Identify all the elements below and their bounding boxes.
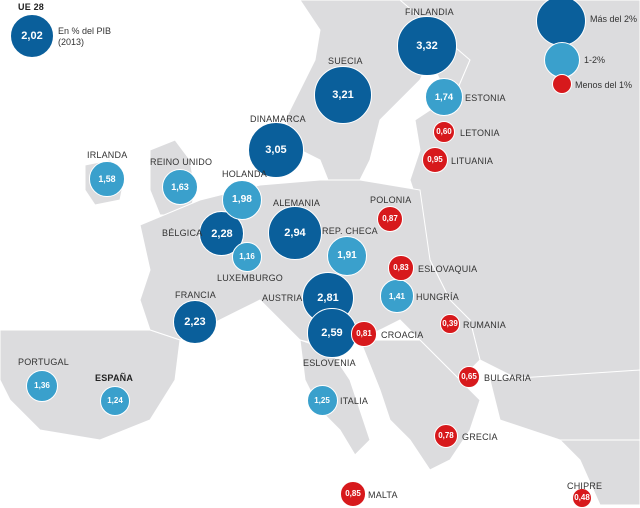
label-francia: FRANCIA (175, 290, 216, 300)
legend-year: (2013) (58, 37, 85, 47)
legend-label-low: Menos del 1% (575, 80, 633, 90)
label-letonia: LETONIA (460, 128, 500, 138)
bubble-holanda[interactable]: 1,98 (221, 179, 263, 221)
bubble-alemania[interactable]: 2,94 (268, 206, 322, 260)
label-lituania: LITUANIA (451, 156, 494, 166)
label-bulgaria: BULGARIA (484, 373, 532, 383)
label-croacia: CROACIA (381, 330, 424, 340)
label-estonia: ESTONIA (465, 93, 506, 103)
bubble-letonia[interactable]: 0,60 (432, 120, 456, 144)
legend-title: UE 28 (18, 2, 45, 12)
label-austria: AUSTRIA (262, 293, 303, 303)
label-rumania: RUMANIA (463, 320, 506, 330)
bubble-suecia[interactable]: 3,21 (314, 66, 372, 124)
label-irlanda: IRLANDA (87, 150, 128, 160)
bubble-rep-checa[interactable]: 1,91 (327, 236, 367, 276)
bubble-italia[interactable]: 1,25 (306, 384, 338, 416)
label-luxemburgo: LUXEMBURGO (217, 273, 284, 283)
legend-dot-high (536, 0, 586, 46)
label-suecia: SUECIA (328, 56, 363, 66)
bubble-bulgaria[interactable]: 0,65 (457, 365, 481, 389)
label-chipre: CHIPRE (567, 481, 603, 491)
legend-unit: En % del PIB (58, 26, 112, 36)
bubble-francia[interactable]: 2,23 (172, 299, 218, 345)
bubble-eslovaquia[interactable]: 0,83 (388, 255, 414, 281)
label-malta: MALTA (368, 490, 398, 500)
label-polonia: POLONIA (370, 195, 412, 205)
bubble-estonia[interactable]: 1,74 (425, 78, 463, 116)
bubble-finlandia[interactable]: 3,32 (397, 16, 457, 76)
label-hungria: HUNGRÍA (416, 292, 459, 302)
bubble-portugal[interactable]: 1,36 (25, 369, 59, 403)
bubble-hungria[interactable]: 1,41 (380, 279, 414, 313)
bubble-irlanda[interactable]: 1,58 (89, 161, 125, 197)
bubble-croacia[interactable]: 0,81 (351, 321, 377, 347)
label-finlandia: FINLANDIA (405, 7, 454, 17)
legend-dot-low (552, 74, 572, 94)
bubble-chipre[interactable]: 0,48 (571, 487, 593, 508)
bubble-eslovenia[interactable]: 2,59 (307, 308, 357, 358)
label-belgica: BÉLGICA (162, 228, 203, 238)
label-espana: ESPAÑA (95, 373, 134, 383)
bubble-malta[interactable]: 0,85 (340, 481, 366, 507)
bubble-polonia[interactable]: 0,87 (377, 206, 403, 232)
label-holanda: HOLANDA (222, 169, 267, 179)
bubble-luxemburgo[interactable]: 1,16 (232, 242, 262, 272)
label-eslovaquia: ESLOVAQUIA (418, 264, 478, 274)
label-alemania: ALEMANIA (273, 198, 321, 208)
label-grecia: GRECIA (462, 432, 498, 442)
label-italia: ITALIA (340, 396, 369, 406)
label-eslovenia: ESLOVENIA (303, 358, 356, 368)
bubble-lituania[interactable]: 0,95 (421, 146, 449, 174)
legend-dot-mid (544, 42, 580, 78)
legend-label-high: Más del 2% (590, 14, 638, 24)
legend-label-mid: 1-2% (584, 55, 606, 65)
label-reino-unido: REINO UNIDO (150, 157, 213, 167)
bubble-espana[interactable]: 1,24 (99, 385, 131, 417)
legend-average-bubble: 2,02 (10, 14, 54, 58)
label-portugal: PORTUGAL (18, 357, 69, 367)
label-rep-checa: REP. CHECA (322, 226, 378, 236)
label-dinamarca: DINAMARCA (250, 114, 306, 124)
bubble-grecia[interactable]: 0,78 (433, 423, 459, 449)
bubble-reino-unido[interactable]: 1,63 (161, 168, 199, 206)
bubble-rumania[interactable]: 0,39 (440, 314, 460, 334)
bubble-dinamarca[interactable]: 3,05 (248, 122, 304, 178)
